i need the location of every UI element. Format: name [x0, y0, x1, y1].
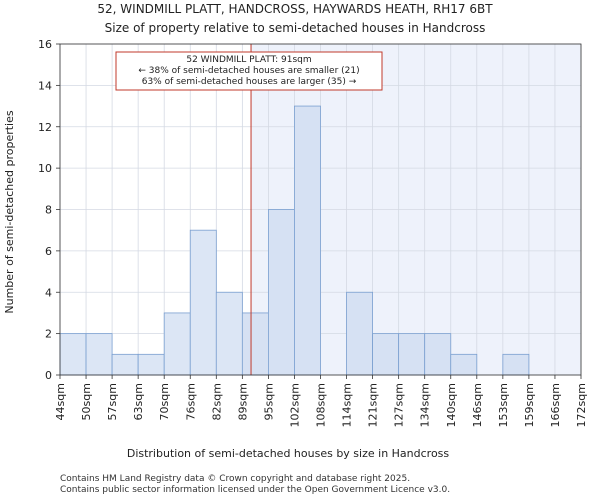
bar-127sqm — [398, 333, 426, 376]
x-tick-label: 82sqm — [210, 383, 223, 420]
x-tick-label: 95sqm — [262, 383, 275, 420]
y-axis: 0 2 4 6 8 10 12 14 16 — [38, 38, 60, 382]
chart-title: 52, WINDMILL PLATT, HANDCROSS, HAYWARDS … — [97, 2, 493, 16]
x-tick-label: 57sqm — [106, 383, 119, 420]
y-tick-label: 2 — [45, 328, 52, 341]
bar-50sqm — [85, 333, 113, 376]
x-tick-label: 102sqm — [288, 383, 301, 427]
bar-70sqm — [163, 312, 191, 376]
annotation-line-2: ← 38% of semi-detached houses are smalle… — [138, 66, 359, 76]
y-axis-label: Number of semi-detached properties — [3, 110, 16, 313]
annotation-box: 52 WINDMILL PLATT: 91sqm ← 38% of semi-d… — [115, 51, 383, 91]
y-tick-label: 8 — [45, 204, 52, 217]
y-tick-label: 16 — [38, 38, 52, 51]
bar-95sqm — [267, 209, 295, 376]
bar-76sqm — [189, 229, 217, 376]
bar-89sqm — [241, 312, 269, 376]
footer-attribution-2: Contains public sector information licen… — [60, 485, 451, 495]
x-tick-label: 121sqm — [367, 383, 380, 427]
bar-134sqm — [424, 333, 452, 376]
y-tick-label: 10 — [38, 162, 52, 175]
x-axis: 44sqm 50sqm 57sqm 63sqm 70sqm 76sqm 82sqm 89sqm… — [54, 375, 588, 427]
x-tick-label: 89sqm — [236, 383, 249, 420]
x-tick-label: 76sqm — [184, 383, 197, 420]
bar-63sqm — [137, 353, 165, 376]
chart-subtitle: Size of property relative to semi-detach… — [105, 21, 486, 35]
footer-attribution-1: Contains HM Land Registry data © Crown c… — [60, 474, 411, 484]
bar-82sqm — [215, 291, 243, 376]
y-tick-label: 4 — [45, 286, 52, 299]
x-tick-label: 153sqm — [497, 383, 510, 427]
x-axis-label: Distribution of semi-detached houses by … — [127, 447, 450, 460]
x-tick-label: 44sqm — [54, 383, 67, 420]
x-tick-label: 172sqm — [575, 383, 588, 427]
x-tick-label: 63sqm — [132, 383, 145, 420]
x-tick-label: 134sqm — [419, 383, 432, 427]
y-tick-label: 0 — [45, 369, 52, 382]
y-tick-label: 14 — [38, 79, 52, 92]
plot-border — [59, 43, 582, 376]
x-tick-label: 159sqm — [523, 383, 536, 427]
x-tick-label: 70sqm — [158, 383, 171, 420]
bar-153sqm — [502, 353, 530, 376]
x-tick-label: 166sqm — [549, 383, 562, 427]
bar-114sqm — [346, 291, 373, 376]
x-tick-label: 114sqm — [341, 383, 354, 427]
annotation-line-3: 63% of semi-detached houses are larger (… — [142, 77, 357, 87]
x-tick-label: 146sqm — [471, 383, 484, 427]
bar-140sqm — [450, 353, 478, 376]
y-tick-label: 6 — [45, 245, 52, 258]
y-tick-label: 12 — [38, 121, 52, 134]
x-tick-label: 127sqm — [393, 383, 406, 427]
bar-57sqm — [111, 353, 139, 376]
x-tick-label: 50sqm — [80, 383, 93, 420]
bars — [59, 105, 530, 376]
x-tick-label: 108sqm — [315, 383, 328, 427]
bar-121sqm — [372, 333, 400, 376]
annotation-line-1: 52 WINDMILL PLATT: 91sqm — [186, 55, 311, 65]
bar-102sqm — [294, 105, 321, 376]
bar-44sqm — [59, 333, 87, 376]
x-tick-label: 140sqm — [445, 383, 458, 427]
